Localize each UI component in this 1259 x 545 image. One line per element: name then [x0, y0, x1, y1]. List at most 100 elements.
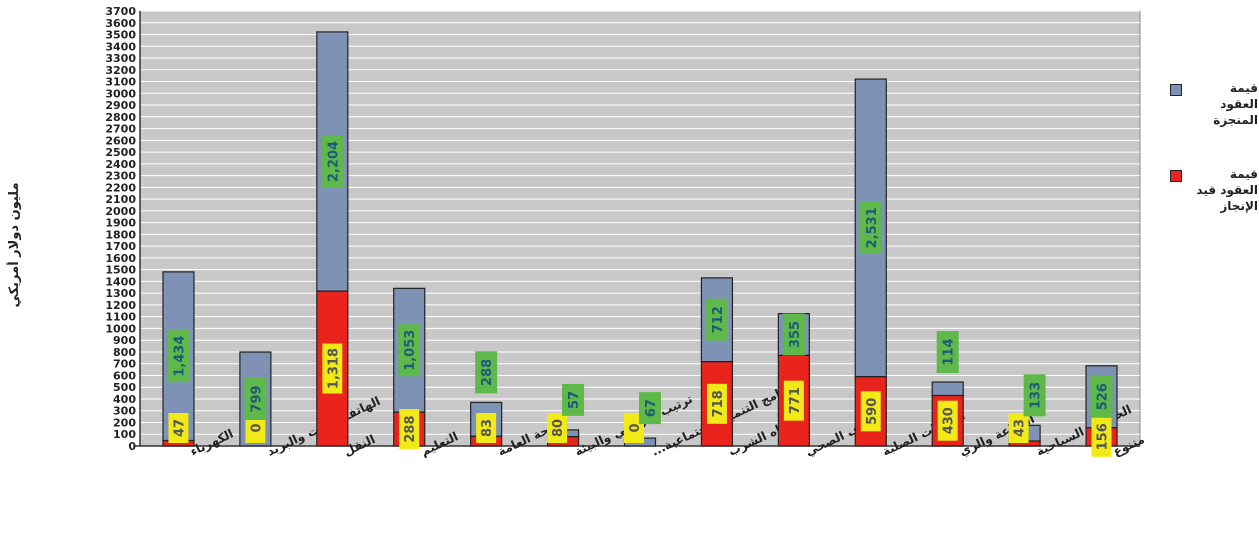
bar-inprogress — [854, 376, 887, 447]
y-tick-label: 1300 — [105, 287, 136, 300]
data-label-inprogress: 590 — [865, 398, 880, 425]
y-tick-label: 1200 — [105, 299, 136, 312]
y-tick-label: 400 — [113, 393, 136, 406]
y-tick-label: 3600 — [105, 17, 136, 30]
y-tick-label: 2100 — [105, 193, 136, 206]
data-label-bg-completed — [167, 330, 190, 383]
data-label-bg-inprogress — [399, 409, 420, 450]
y-tick-label: 3500 — [105, 29, 136, 42]
y-tick-label: 1500 — [105, 264, 136, 277]
y-tick-label: 3300 — [105, 52, 136, 65]
y-tick-label: 900 — [113, 334, 136, 347]
data-label-inprogress: 83 — [480, 419, 495, 437]
data-label-completed: 2,531 — [865, 207, 880, 248]
y-tick-label: 3700 — [105, 5, 136, 18]
data-label-bg-completed — [639, 392, 661, 425]
data-label-inprogress: 771 — [788, 387, 803, 414]
y-tick-label: 2500 — [105, 146, 136, 159]
data-label-inprogress: 43 — [1013, 419, 1028, 437]
data-label-inprogress: 156 — [1096, 423, 1111, 450]
data-label-completed: 1,434 — [172, 336, 187, 377]
y-tick-label: 3400 — [105, 40, 136, 53]
data-label-inprogress: 288 — [403, 415, 418, 442]
data-label-completed: 526 — [1096, 383, 1111, 410]
data-label-inprogress: 1,318 — [326, 348, 341, 389]
y-tick-label: 1800 — [105, 228, 136, 241]
y-tick-label: 2900 — [105, 99, 136, 112]
data-label-bg-inprogress — [706, 383, 727, 424]
data-label-bg-inprogress — [245, 413, 266, 443]
legend-item-completed: قيمة العقود المنجزة — [1168, 80, 1258, 128]
y-tick-label: 100 — [113, 428, 136, 441]
data-label-bg-completed — [936, 331, 959, 374]
data-label-inprogress: 0 — [249, 423, 264, 432]
y-tick-label: 1400 — [105, 275, 136, 288]
data-label-completed: 133 — [1029, 382, 1044, 409]
data-label-bg-completed — [1023, 374, 1046, 417]
legend-swatch-inprogress — [1170, 170, 1182, 182]
y-tick-label: 3100 — [105, 76, 136, 89]
y-tick-label: 2800 — [105, 111, 136, 124]
y-tick-label: 2700 — [105, 123, 136, 136]
data-label-bg-completed — [398, 324, 421, 377]
y-tick-label: 800 — [113, 346, 136, 359]
y-axis-title: مليون دولار أمريكي — [5, 150, 22, 340]
data-label-bg-completed — [475, 351, 498, 394]
legend-label-inprogress: قيمة العقود قيد الإنجاز — [1196, 167, 1258, 213]
y-tick-label: 300 — [113, 405, 136, 418]
data-label-bg-completed — [705, 298, 728, 341]
y-tick-label: 2200 — [105, 181, 136, 194]
data-label-bg-inprogress — [937, 400, 958, 441]
data-label-bg-inprogress — [547, 413, 568, 443]
data-label-bg-inprogress — [783, 380, 804, 421]
data-label-bg-completed — [1090, 375, 1113, 418]
y-tick-label: 2600 — [105, 134, 136, 147]
y-tick-label: 1600 — [105, 252, 136, 265]
data-label-bg-completed — [859, 201, 882, 254]
bar-completed — [931, 381, 964, 397]
y-tick-label: 200 — [113, 416, 136, 429]
data-label-completed: 1,053 — [403, 330, 418, 371]
data-label-bg-completed — [782, 313, 805, 356]
data-label-inprogress: 430 — [942, 407, 957, 434]
y-tick-label: 2400 — [105, 158, 136, 171]
data-label-completed: 67 — [644, 399, 659, 417]
data-label-completed: 355 — [788, 321, 803, 348]
data-label-completed: 2,204 — [326, 141, 341, 182]
y-tick-label: 1700 — [105, 240, 136, 253]
y-tick-label: 2000 — [105, 205, 136, 218]
data-label-bg-inprogress — [476, 413, 497, 443]
legend: قيمة العقود المنجزة قيمة العقود قيد الإن… — [1168, 80, 1258, 252]
data-label-bg-completed — [321, 135, 344, 188]
y-axis-label-text: مليون دولار أمريكي — [6, 182, 22, 307]
data-label-bg-completed — [244, 378, 267, 421]
y-tick-label: 600 — [113, 369, 136, 382]
y-tick-label: 3200 — [105, 64, 136, 77]
y-tick-label: 1000 — [105, 322, 136, 335]
data-label-inprogress: 47 — [172, 419, 187, 437]
data-label-completed: 114 — [942, 338, 957, 365]
data-label-bg-inprogress — [168, 413, 189, 443]
y-tick-label: 1100 — [105, 311, 136, 324]
data-label-bg-inprogress — [1091, 416, 1112, 457]
data-label-completed: 712 — [711, 306, 726, 333]
data-label-inprogress: 80 — [551, 419, 566, 437]
legend-label-completed: قيمة العقود المنجزة — [1213, 81, 1258, 127]
data-label-inprogress: 718 — [711, 390, 726, 417]
data-label-bg-inprogress — [322, 343, 343, 394]
data-label-completed: 288 — [480, 359, 495, 386]
y-tick-label: 2300 — [105, 170, 136, 183]
y-tick-label: 500 — [113, 381, 136, 394]
data-label-bg-inprogress — [1008, 413, 1029, 443]
y-tick-label: 0 — [128, 440, 136, 453]
data-label-bg-inprogress — [860, 391, 881, 432]
stacked-bar-chart: 0100200300400500600700800900100011001200… — [105, 5, 1147, 460]
legend-swatch-completed — [1170, 84, 1182, 96]
legend-item-inprogress: قيمة العقود قيد الإنجاز — [1168, 166, 1258, 214]
data-label-completed: 57 — [567, 391, 582, 409]
plot-area — [139, 10, 1141, 447]
y-tick-label: 700 — [113, 358, 136, 371]
data-label-inprogress: 0 — [628, 423, 643, 432]
y-tick-label: 3000 — [105, 87, 136, 100]
data-label-bg-completed — [562, 383, 585, 416]
